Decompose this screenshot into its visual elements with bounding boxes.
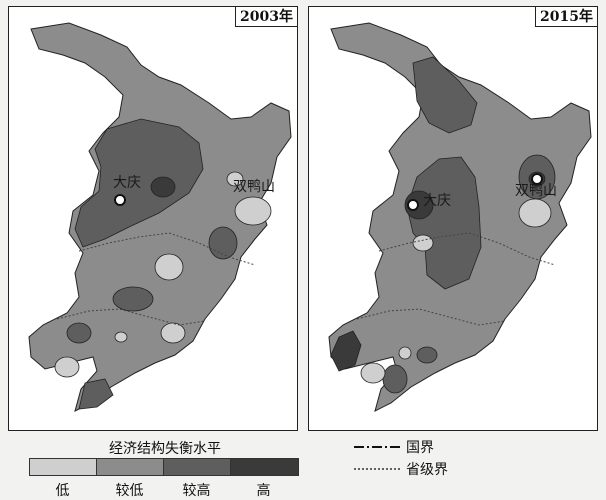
- city-label-daqing: 大庆: [423, 193, 451, 209]
- legend-labels: 低 较低 较高 高: [29, 480, 297, 499]
- zone-higher-coast-2015: [382, 364, 408, 394]
- zone-high-daqing-2003: [150, 176, 176, 198]
- zone-low-east-2003: [226, 171, 244, 187]
- boundary-legend: 国界 省级界: [352, 436, 448, 480]
- legend-swatch-higher: [164, 459, 231, 475]
- provincial-boundary-2003: [78, 232, 256, 266]
- national-border-line-icon: [354, 446, 400, 448]
- zone-higher-center-2003: [208, 226, 238, 260]
- city-marker-shuangyashan-2015: [531, 173, 543, 185]
- legend-swatch-low: [30, 459, 97, 475]
- zone-higher-daqing-2015: [406, 156, 482, 290]
- legend-label-lower: 较低: [115, 483, 144, 499]
- provincial-border-label: 省级界: [406, 462, 448, 478]
- zone-higher-se-2015: [416, 346, 438, 364]
- zone-higher-coast-2003: [78, 378, 114, 410]
- zone-low-south-2015: [398, 346, 412, 360]
- zone-low-south-2003: [160, 322, 186, 344]
- city-marker-daqing-2015: [407, 199, 419, 211]
- city-label-shuangyashan: 双鸭山: [233, 179, 275, 195]
- provincial-boundary-2015-b: [356, 308, 506, 326]
- year-label: 2015年: [535, 7, 597, 27]
- provincial-border-line-icon: [354, 468, 400, 470]
- legend-swatch-lower: [97, 459, 164, 475]
- zone-higher-south-2015: [330, 330, 362, 372]
- legend-title: 经济结构失衡水平: [109, 441, 221, 457]
- map-panel-2015: 2015年 大庆 双鸭山: [308, 6, 598, 431]
- zone-low-sw-2003: [54, 356, 80, 378]
- city-marker-daqing-2003: [114, 194, 126, 206]
- legend-label-higher: 较高: [182, 483, 211, 499]
- zone-higher-sw-2003: [66, 322, 92, 344]
- provincial-boundary-2003-b: [56, 308, 206, 326]
- zone-low-sw-2015: [360, 362, 386, 384]
- legend-label-high: 高: [256, 483, 271, 499]
- legend-label-low: 低: [55, 483, 70, 499]
- legend-provincial-border: 省级界: [352, 458, 448, 480]
- legend-bar: [29, 458, 299, 476]
- zone-low-shuangyashan-2003: [234, 196, 272, 226]
- year-label: 2003年: [235, 7, 297, 27]
- zone-higher-north-2015: [412, 56, 478, 134]
- provincial-boundary-2015: [378, 232, 556, 266]
- city-label-daqing: 大庆: [113, 175, 141, 191]
- national-border-label: 国界: [406, 440, 434, 456]
- zone-low-center-2003: [154, 253, 184, 281]
- city-label-shuangyashan: 双鸭山: [515, 183, 557, 199]
- map-panel-2003: 2003年 大庆 双鸭山: [8, 6, 298, 431]
- zone-higher-daqing-2003: [74, 118, 204, 248]
- zone-low-daqing-2015: [412, 234, 434, 252]
- zone-low-small-2003: [114, 331, 128, 343]
- zone-low-shuangyashan-2015: [518, 198, 552, 228]
- map-2015: [328, 22, 592, 412]
- legend-swatch-high: [231, 459, 298, 475]
- map-2003: [28, 22, 292, 412]
- zone-higher-south-2003: [112, 286, 154, 312]
- legend-national-border: 国界: [352, 436, 448, 458]
